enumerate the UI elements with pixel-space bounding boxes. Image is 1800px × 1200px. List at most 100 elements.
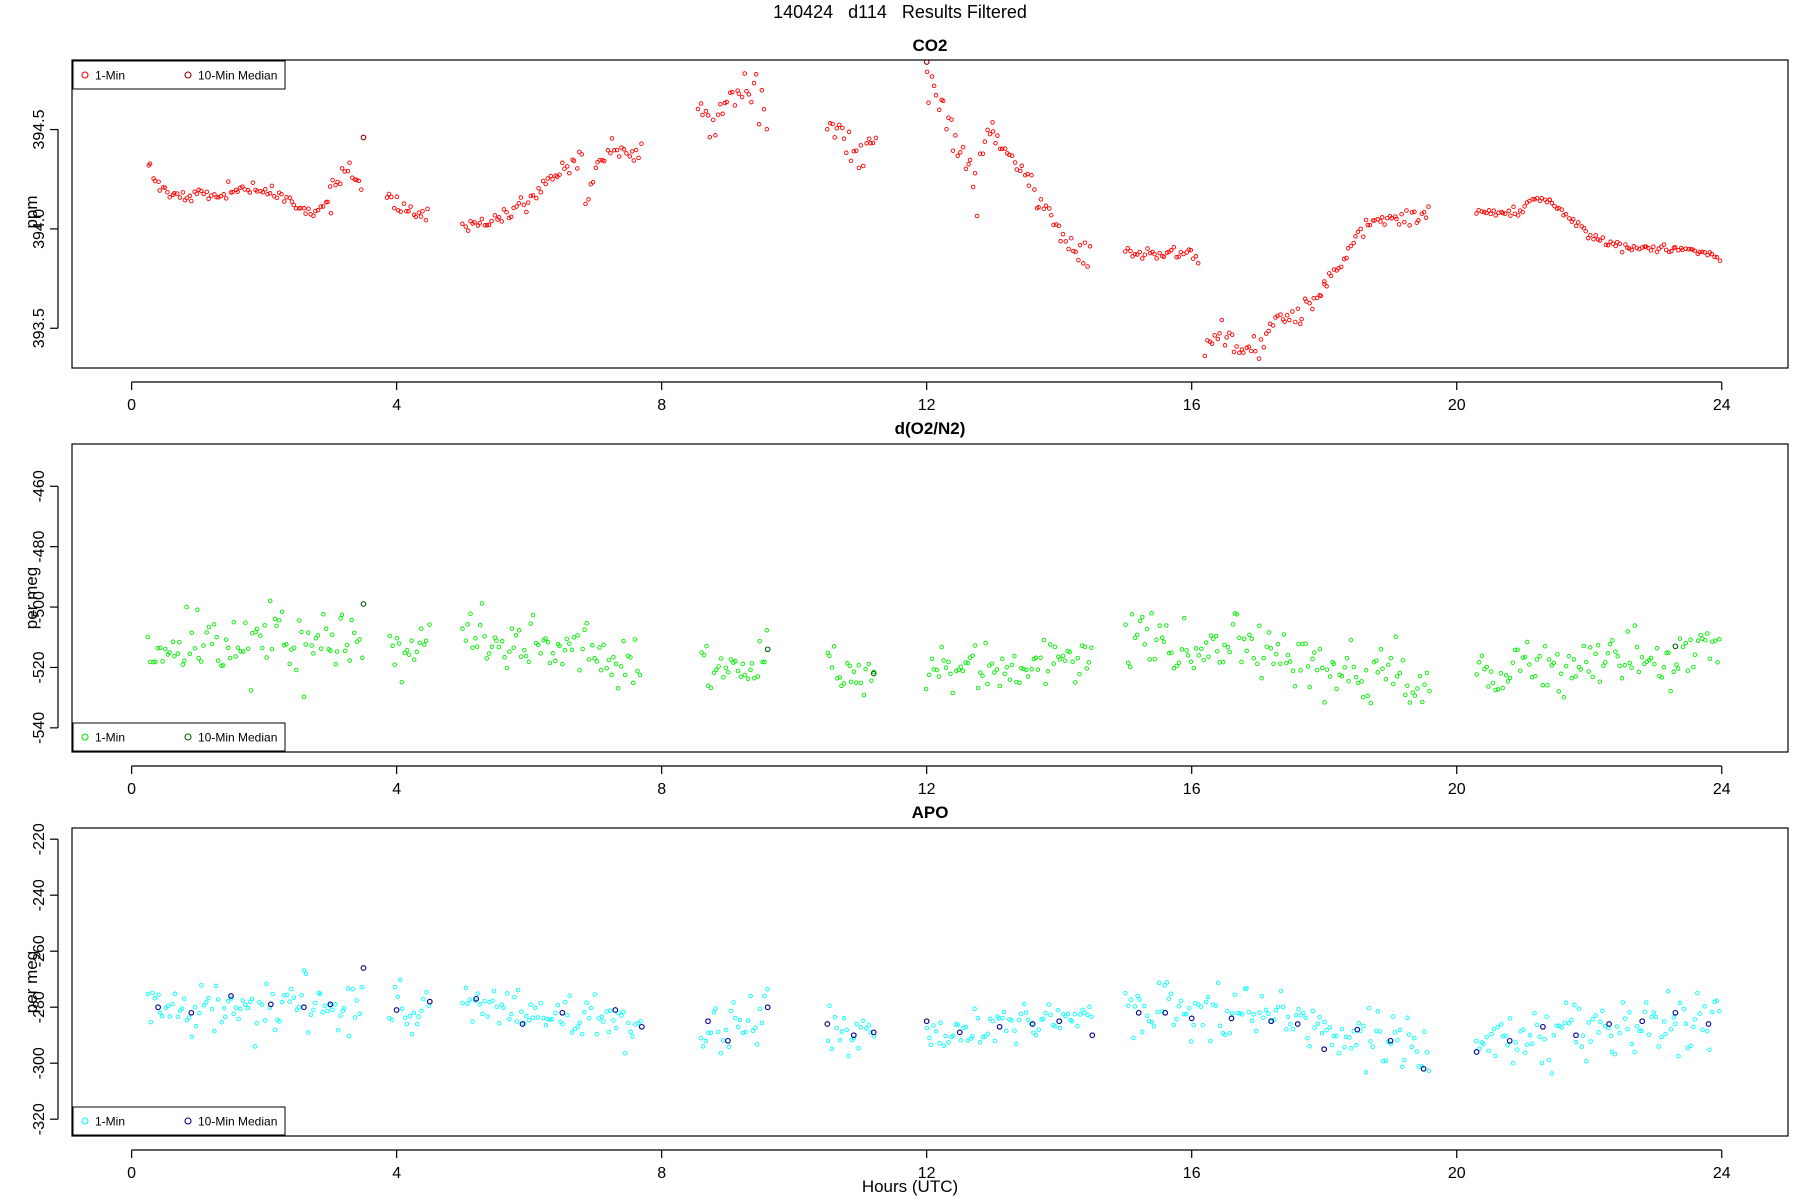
data-point-1min <box>406 652 412 657</box>
data-point-1min <box>1273 1008 1279 1013</box>
data-point-1min <box>745 676 751 682</box>
data-point-1min <box>214 194 219 200</box>
data-point-1min <box>1586 669 1591 674</box>
data-point-1min <box>285 992 290 997</box>
data-point-1min <box>1586 1020 1591 1025</box>
data-point-1min <box>615 685 621 691</box>
data-point-1min <box>560 661 565 667</box>
data-point-1min <box>1510 1060 1516 1066</box>
data-point-1min <box>489 218 494 224</box>
data-point-1min <box>315 207 321 213</box>
data-point-1min <box>1213 633 1219 639</box>
x-tick-label: 0 <box>127 781 136 798</box>
data-point-1min <box>411 1010 417 1016</box>
data-point-1min <box>1229 1011 1235 1016</box>
data-point-1min <box>1354 1042 1359 1048</box>
data-point-1min <box>404 1021 410 1027</box>
data-point-1min <box>518 654 524 659</box>
data-point-1min <box>1217 660 1222 665</box>
data-point-1min <box>1664 650 1669 656</box>
data-point-1min <box>346 1034 352 1039</box>
data-point-1min <box>543 181 548 187</box>
data-point-1min <box>541 1015 546 1021</box>
data-point-1min <box>931 667 937 672</box>
data-point-1min <box>1256 356 1262 361</box>
data-point-1min <box>1610 638 1615 643</box>
data-point-1min <box>1479 653 1485 659</box>
x-tick-label: 8 <box>657 781 666 798</box>
data-point-median <box>1089 1032 1096 1039</box>
data-point-1min <box>1546 657 1552 662</box>
data-point-1min <box>1518 668 1523 673</box>
data-point-1min <box>396 641 402 646</box>
data-point-1min <box>303 642 308 647</box>
data-point-1min <box>1359 679 1364 684</box>
data-point-1min <box>250 180 256 185</box>
data-point-1min <box>1202 353 1208 359</box>
data-point-1min <box>1312 1025 1317 1030</box>
data-point-1min <box>1140 614 1145 620</box>
data-point-median <box>1573 1032 1579 1039</box>
data-point-1min <box>1576 1006 1582 1011</box>
data-point-1min <box>736 91 742 96</box>
data-point-1min <box>473 636 478 641</box>
data-point-1min <box>1355 229 1361 235</box>
data-point-1min <box>1152 251 1157 257</box>
data-point-1min <box>714 667 719 673</box>
data-point-1min <box>1246 344 1252 350</box>
data-point-1min <box>1412 1035 1417 1041</box>
data-point-1min <box>347 160 352 165</box>
data-point-1min <box>1278 988 1284 994</box>
data-point-1min <box>1206 654 1211 659</box>
data-point-1min <box>1392 1030 1398 1035</box>
data-point-1min <box>934 667 940 673</box>
data-point-1min <box>248 688 254 693</box>
data-point-1min <box>145 991 151 997</box>
data-point-1min <box>1571 217 1576 222</box>
data-point-1min <box>1530 1041 1535 1046</box>
legend-co2: 1-Min 10-Min Median <box>72 60 286 90</box>
data-point-1min <box>264 981 269 987</box>
data-point-1min <box>1217 331 1222 336</box>
data-point-1min <box>392 662 397 667</box>
data-point-median <box>1672 1009 1679 1016</box>
x-tick-label: 12 <box>918 397 936 414</box>
x-tick-label: 24 <box>1713 1165 1731 1182</box>
data-point-1min <box>1290 668 1296 674</box>
data-point-1min <box>967 157 973 163</box>
panel-title-apo: APO <box>912 803 949 822</box>
data-point-1min <box>1263 1007 1269 1013</box>
data-point-1min <box>1285 652 1291 658</box>
data-point-1min <box>1144 626 1150 632</box>
data-point-1min <box>274 195 280 201</box>
data-point-1min <box>282 993 287 998</box>
data-point-1min <box>715 1029 721 1035</box>
data-point-1min <box>204 1000 209 1005</box>
data-point-1min <box>1625 1026 1630 1032</box>
data-point-median <box>1268 1018 1275 1025</box>
data-point-1min <box>223 1014 228 1020</box>
data-point-1min <box>1123 622 1128 627</box>
data-point-1min <box>560 1021 565 1027</box>
data-point-1min <box>172 653 177 659</box>
data-point-1min <box>1220 659 1226 665</box>
data-point-1min <box>1007 1017 1012 1022</box>
data-point-1min <box>1259 675 1264 681</box>
data-point-1min <box>423 638 429 644</box>
data-point-1min <box>1632 1049 1637 1055</box>
data-point-1min <box>943 665 949 670</box>
data-point-1min <box>1082 644 1088 650</box>
data-point-1min <box>1176 254 1181 259</box>
data-point-1min <box>1579 1044 1584 1049</box>
data-point-1min <box>1646 1032 1652 1037</box>
data-point-1min <box>472 220 477 225</box>
data-point-1min <box>538 189 544 195</box>
data-point-1min <box>1503 672 1509 678</box>
data-point-1min <box>1347 1035 1352 1040</box>
data-point-1min <box>1632 623 1637 628</box>
data-point-1min <box>1334 1033 1339 1038</box>
data-point-1min <box>1619 249 1625 255</box>
x-axis-label: Hours (UTC) <box>862 1177 958 1196</box>
data-point-1min <box>759 88 765 93</box>
data-point-1min <box>708 685 714 690</box>
